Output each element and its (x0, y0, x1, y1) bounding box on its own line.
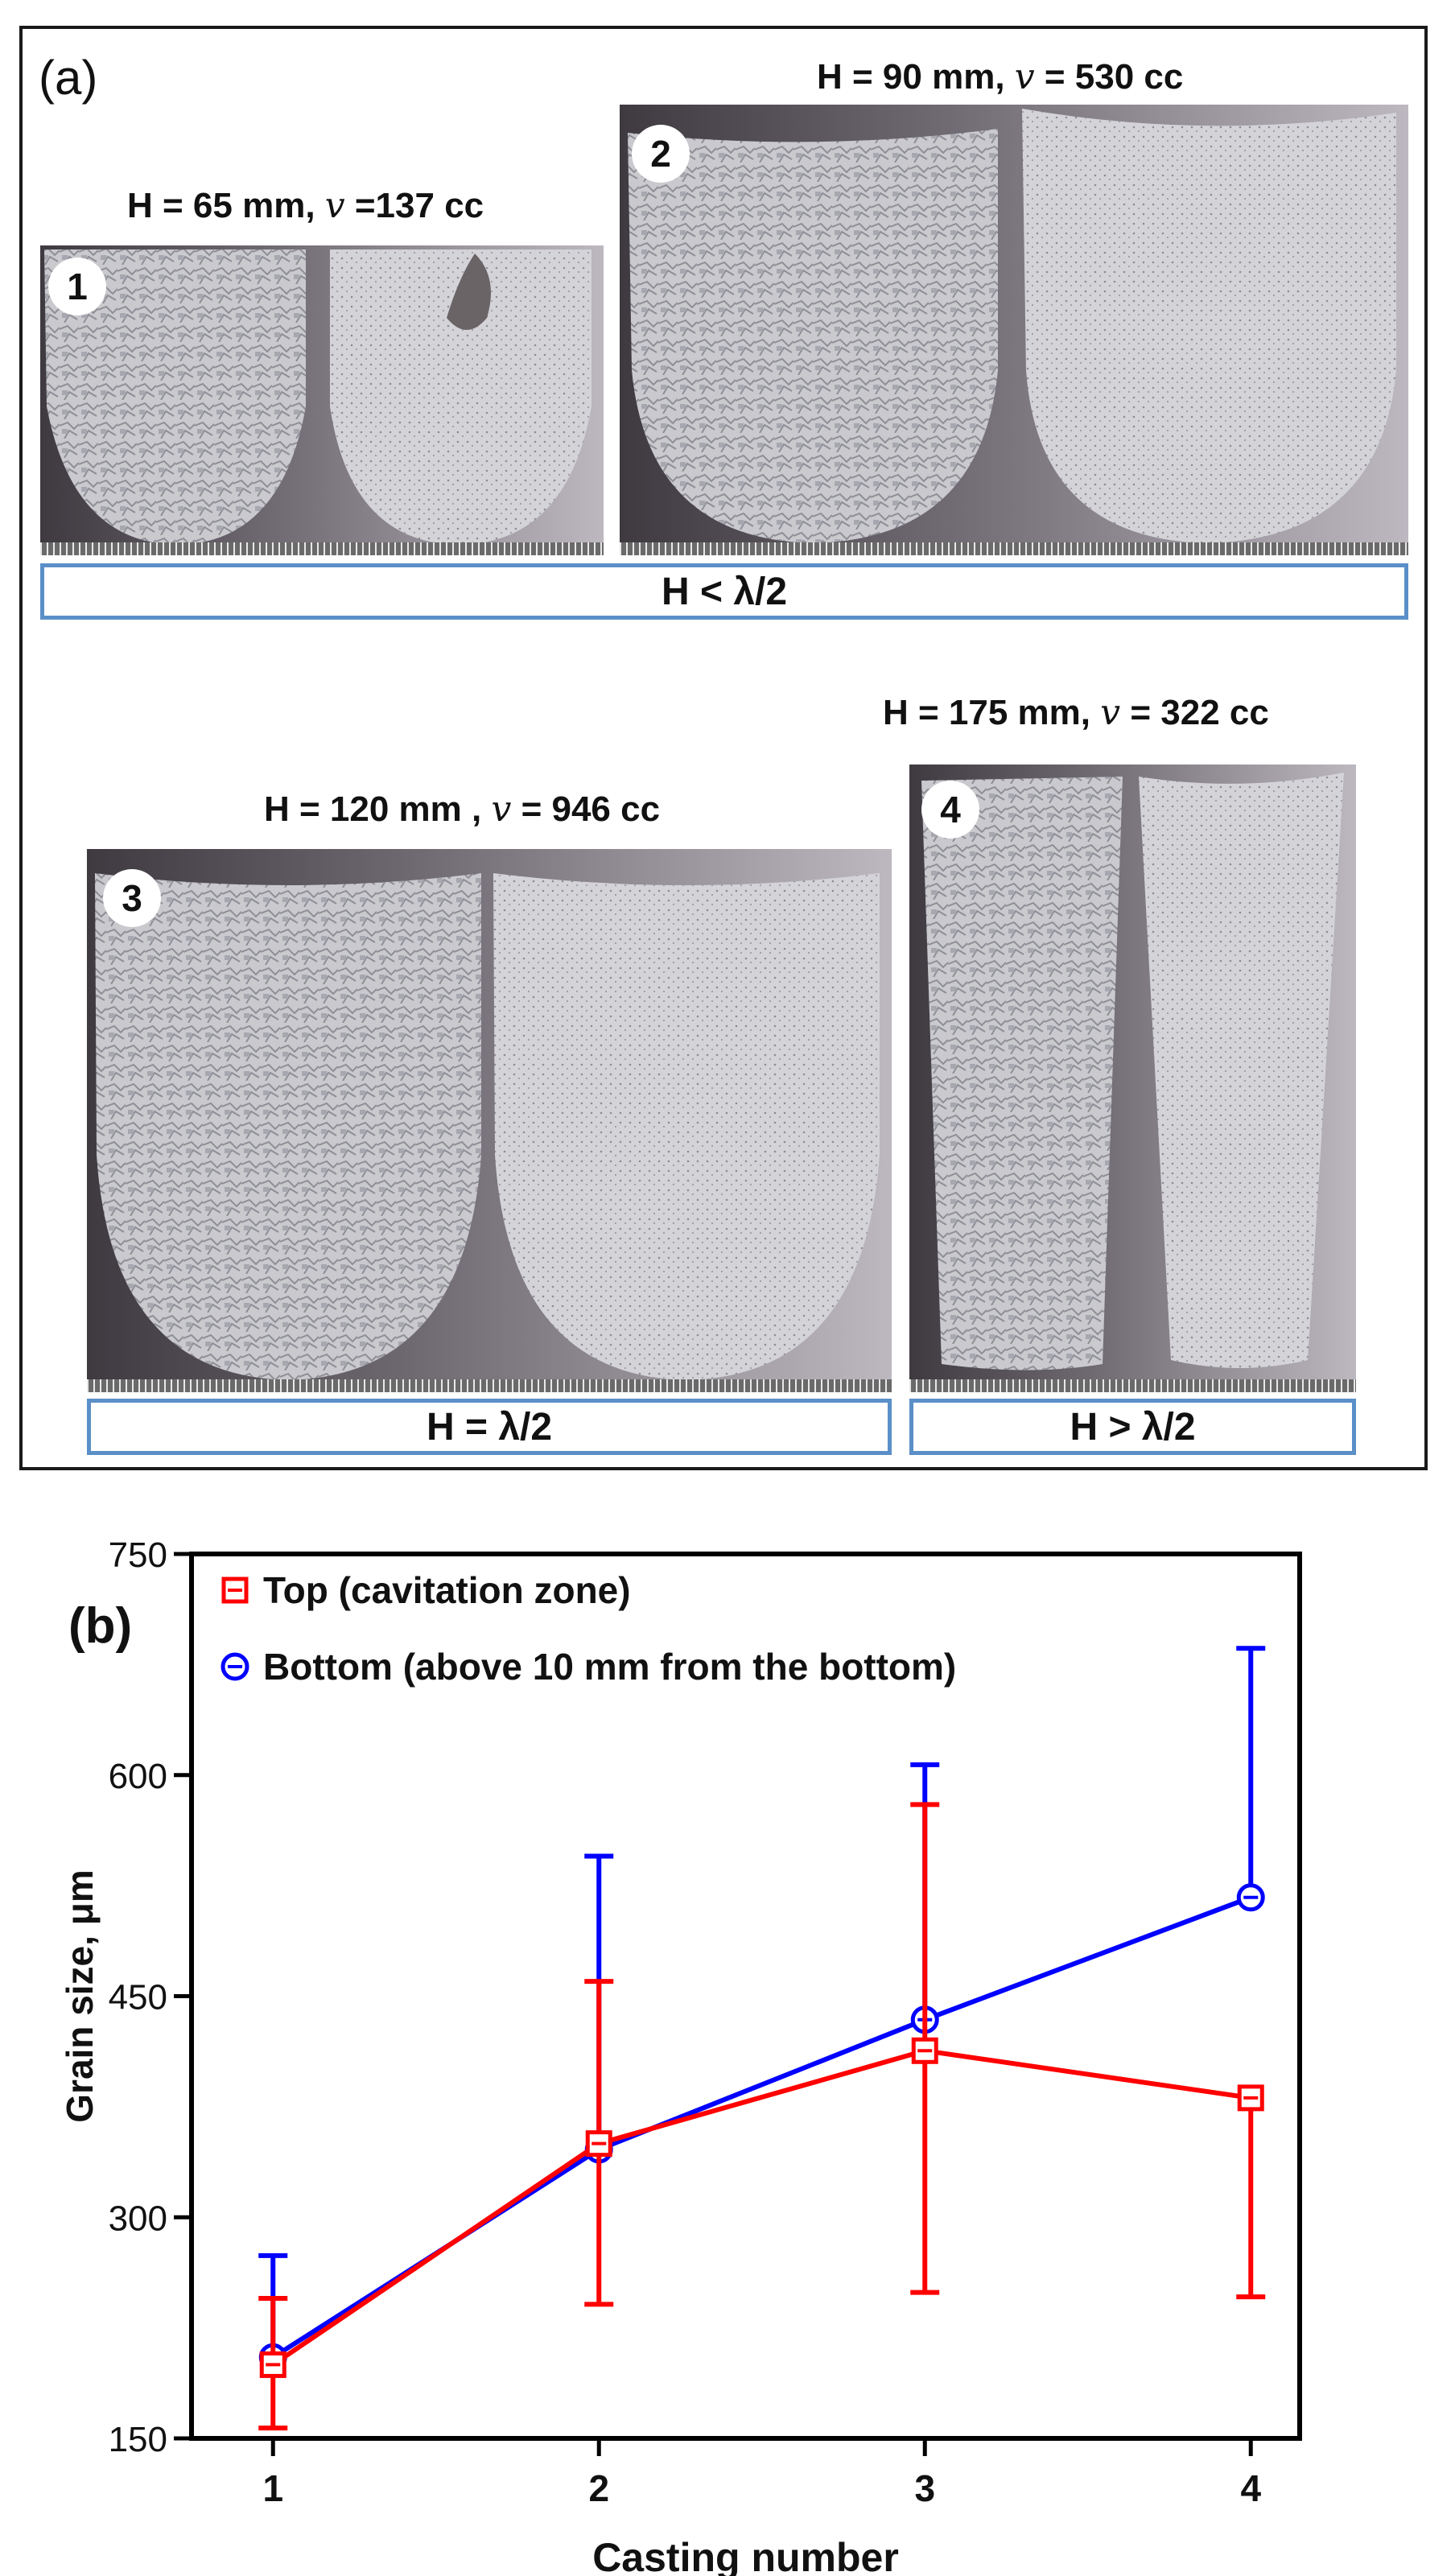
casting-1-ruler (40, 542, 604, 555)
series-top (258, 1802, 1266, 2431)
casting-2-section-right (1022, 109, 1396, 543)
casting-2-section-left (628, 129, 998, 543)
casting-2-photo: 2 (620, 105, 1408, 555)
legend-label-bottom: Bottom (above 10 mm from the bottom) (263, 1646, 956, 1688)
x-tick-label-3: 4 (1240, 2467, 1261, 2509)
casting-3-section-left (95, 873, 481, 1380)
casting-4-section-right (1139, 773, 1344, 1368)
grain-size-chart: 150 300 450 600 750 1 2 3 4 Casting number Grain s… (59, 1535, 1302, 2576)
x-tick-label-2: 3 (914, 2467, 935, 2509)
panel-a-frame (19, 26, 1428, 1470)
casting-3-photo: 3 (87, 849, 892, 1392)
x-tick-label-1: 2 (588, 2467, 609, 2509)
y-tick-label-1: 300 (109, 2199, 167, 2238)
caption-4-post: = 322 cc (1120, 693, 1269, 732)
caption-2-var: v (1014, 56, 1035, 97)
caption-4-var: v (1100, 692, 1121, 733)
legend-label-top: Top (cavitation zone) (263, 1569, 631, 1611)
caption-casting-3: H = 120 mm , v = 946 cc (264, 789, 660, 830)
x-axis-label: Casting number (592, 2535, 899, 2576)
casting-3-ruler (87, 1379, 892, 1392)
casting-1-photo: 1 (40, 245, 604, 555)
casting-1-shrinkage (447, 253, 491, 330)
y-axis-label: Grain size, μm (59, 1869, 101, 2122)
casting-4-section-left (921, 777, 1123, 1370)
y-tick-label-3: 600 (109, 1757, 167, 1796)
panel-a-label: (a) (39, 51, 98, 105)
y-tick-label-4: 750 (109, 1535, 167, 1575)
caption-casting-2: H = 90 mm, v = 530 cc (817, 56, 1183, 97)
caption-3-pre: H = 120 mm , (264, 789, 492, 829)
casting-number-1: 1 (48, 258, 106, 315)
legend: Top (cavitation zone) Bottom (above 10 mm… (221, 1569, 956, 1688)
casting-3-section-right (493, 873, 880, 1380)
caption-3-post: = 946 cc (511, 789, 661, 829)
y-tick-label-0: 150 (109, 2420, 167, 2459)
caption-3-var: v (491, 789, 512, 830)
series-line-0 (271, 2048, 1251, 2367)
casting-2-ruler (620, 542, 1408, 555)
casting-number-4: 4 (921, 781, 979, 839)
casting-number-2: 2 (632, 125, 690, 183)
bar-h-greater-half-lambda: H > λ/2 (909, 1399, 1356, 1455)
caption-4-pre: H = 175 mm, (883, 693, 1101, 732)
casting-4-ruler (909, 1379, 1356, 1392)
casting-1-section-right (330, 249, 591, 545)
casting-4-photo: 4 (909, 765, 1356, 1392)
bar-h-less-half-lambda: H < λ/2 (40, 563, 1408, 620)
caption-1-pre: H = 65 mm, (127, 186, 325, 225)
caption-casting-4: H = 175 mm, v = 322 cc (883, 692, 1269, 733)
panel-b-label: (b) (68, 1598, 133, 1654)
bar-h-equal-half-lambda: H = λ/2 (87, 1399, 892, 1455)
x-tick-label-0: 1 (262, 2467, 283, 2509)
caption-2-pre: H = 90 mm, (817, 57, 1015, 97)
casting-1-section-left (44, 249, 306, 545)
caption-2-post: = 530 cc (1034, 57, 1184, 97)
caption-casting-1: H = 65 mm, v =137 cc (127, 185, 484, 226)
marker-top-0 (259, 2351, 286, 2378)
casting-number-3: 3 (103, 869, 161, 927)
caption-1-var: v (324, 185, 345, 226)
series-line-1 (271, 1894, 1252, 2360)
caption-1-post: =137 cc (344, 186, 484, 225)
series-bottom (258, 1646, 1266, 2372)
y-tick-label-2: 450 (109, 1978, 167, 2018)
